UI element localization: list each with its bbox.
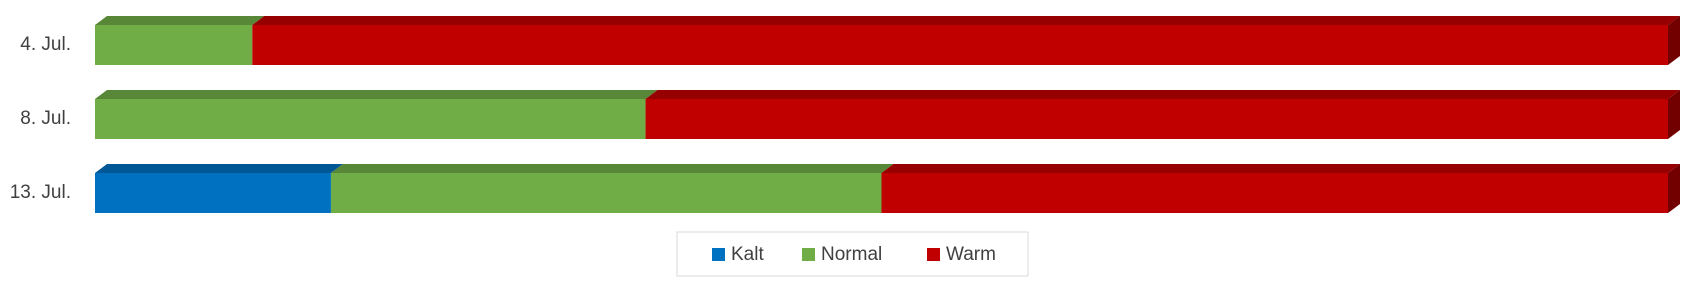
bar — [95, 99, 646, 139]
bar — [252, 25, 1668, 65]
legend-label: Warm — [946, 244, 996, 265]
bar-side — [1668, 90, 1680, 139]
bar — [881, 173, 1668, 213]
bar-side — [1668, 164, 1680, 213]
bar-side — [1668, 16, 1680, 65]
bar-top — [881, 164, 1680, 173]
y-tick-label: 4. Jul. — [20, 34, 71, 55]
legend-box — [676, 231, 1029, 277]
legend-swatch — [927, 248, 940, 261]
y-tick-label: 8. Jul. — [20, 108, 71, 129]
y-tick-label: 13. Jul. — [10, 182, 71, 203]
bar-top — [95, 164, 343, 173]
legend-label: Kalt — [731, 244, 764, 265]
legend-label: Normal — [821, 244, 882, 265]
bar-top — [645, 90, 1680, 99]
bar-top — [95, 16, 265, 25]
legend: Kalt Normal Warm — [676, 231, 1029, 277]
bar — [95, 173, 331, 213]
legend-swatch — [712, 248, 725, 261]
bar — [95, 25, 253, 65]
bar-top — [95, 90, 658, 99]
legend-swatch — [802, 248, 815, 261]
bar — [330, 173, 882, 213]
bar — [645, 99, 1668, 139]
bar-top — [330, 164, 894, 173]
bar-top — [252, 16, 1680, 25]
